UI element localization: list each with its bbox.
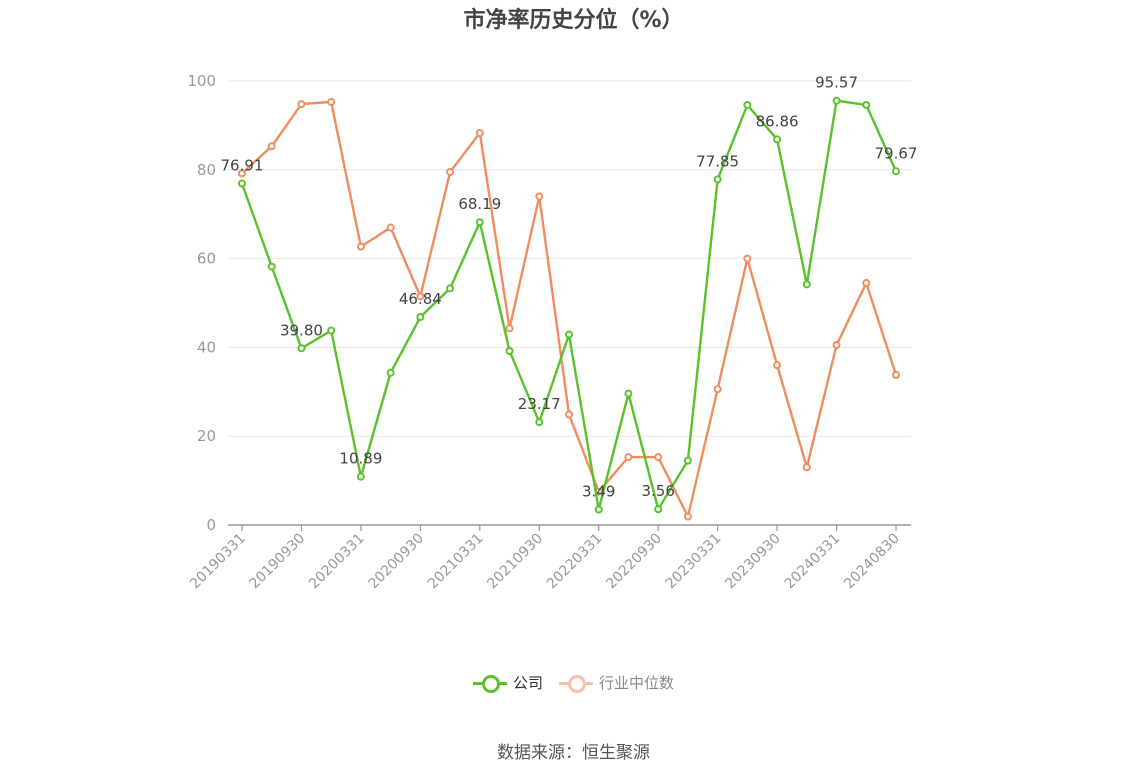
company-data-label: 39.80 xyxy=(280,321,323,339)
x-tick-label: 20190331 xyxy=(187,531,249,593)
company-point xyxy=(327,326,336,335)
y-tick-label: 40 xyxy=(197,338,216,356)
company-data-label: 77.85 xyxy=(696,152,739,170)
company-data-label: 68.19 xyxy=(458,195,501,213)
industry-point xyxy=(773,361,782,370)
x-tick-label: 20230331 xyxy=(663,531,725,593)
industry-point xyxy=(327,97,336,106)
industry-point xyxy=(238,169,246,178)
industry-point xyxy=(446,168,455,177)
legend-item-industry[interactable]: 行业中位数 xyxy=(559,672,674,693)
legend-company-label: 公司 xyxy=(512,674,543,692)
x-tick-label: 20200331 xyxy=(306,531,368,593)
company-point xyxy=(297,344,306,353)
industry-point xyxy=(535,192,544,201)
company-point xyxy=(267,262,276,271)
x-tick-label: 20220331 xyxy=(544,531,606,593)
industry-point xyxy=(802,463,811,472)
legend-item-company[interactable]: 公司 xyxy=(472,672,543,693)
company-data-label: 46.84 xyxy=(399,290,442,308)
industry-point xyxy=(386,223,395,232)
company-point xyxy=(386,368,395,377)
company-point xyxy=(773,135,782,144)
y-tick-label: 0 xyxy=(206,516,216,534)
x-tick-label: 20190930 xyxy=(247,531,309,593)
company-point xyxy=(416,313,425,322)
industry-point xyxy=(505,324,514,333)
industry-point xyxy=(683,512,692,521)
industry-point xyxy=(624,453,633,462)
company-data-label: 76.91 xyxy=(221,157,264,175)
company-data-label: 79.67 xyxy=(875,144,918,162)
company-point xyxy=(713,175,722,184)
y-tick-label: 60 xyxy=(197,250,216,268)
x-tick-label: 20240830 xyxy=(841,531,903,593)
company-point xyxy=(862,100,871,109)
data-label-layer: 76.91 39.80 10.89 46.84 68.19 23.17 3.49 3.56 77… xyxy=(221,74,918,501)
company-point xyxy=(565,330,573,339)
company-point xyxy=(683,456,692,465)
industry-point xyxy=(565,410,573,419)
company-data-label: 3.56 xyxy=(641,482,674,500)
company-point xyxy=(743,100,752,109)
company-point xyxy=(654,505,663,514)
industry-point xyxy=(743,254,752,263)
company-data-label: 23.17 xyxy=(518,395,561,413)
company-point xyxy=(892,167,900,176)
industry-point xyxy=(475,128,484,137)
grid-layer xyxy=(228,80,911,437)
legend-industry-marker-icon xyxy=(559,673,593,693)
industry-point xyxy=(654,453,663,462)
industry-point xyxy=(832,341,841,350)
y-tick-label: 80 xyxy=(197,161,216,179)
chart-title: 市净率历史分位（%） xyxy=(463,8,684,33)
company-point xyxy=(832,96,841,105)
company-point xyxy=(446,284,455,293)
company-point xyxy=(238,179,246,188)
x-tick-label: 20210331 xyxy=(425,531,487,593)
company-point xyxy=(624,389,633,398)
x-tick-label: 20230930 xyxy=(722,531,784,593)
company-data-label: 95.57 xyxy=(815,74,858,92)
industry-point xyxy=(297,100,306,109)
x-tick-label: 20220930 xyxy=(603,531,665,593)
company-point xyxy=(535,418,544,427)
x-tick-label: 20240331 xyxy=(782,531,844,593)
company-point xyxy=(594,505,603,514)
company-point xyxy=(475,218,484,227)
industry-point xyxy=(862,279,871,288)
company-series-line xyxy=(240,99,898,511)
industry-point xyxy=(416,292,425,301)
y-tick-label: 100 xyxy=(187,72,216,90)
industry-point xyxy=(892,370,900,379)
industry-point xyxy=(267,142,276,151)
y-tick-label: 20 xyxy=(197,427,216,445)
company-data-label: 10.89 xyxy=(339,450,382,468)
company-data-label: 3.49 xyxy=(582,483,615,501)
legend-industry-label: 行业中位数 xyxy=(599,674,675,692)
company-point xyxy=(505,346,514,355)
x-tick-label: 20210930 xyxy=(484,531,546,593)
legend-company-marker-icon xyxy=(472,673,507,693)
x-tick-label: 20200930 xyxy=(365,531,427,593)
legend: 公司 行业中位数 xyxy=(0,672,1147,693)
company-data-label: 86.86 xyxy=(756,112,799,130)
series-layer xyxy=(238,96,900,521)
company-point xyxy=(802,280,811,289)
industry-point xyxy=(713,385,722,394)
company-point xyxy=(356,472,365,481)
industry-point xyxy=(356,242,365,251)
source-note: 数据来源：恒生聚源 xyxy=(497,743,650,763)
